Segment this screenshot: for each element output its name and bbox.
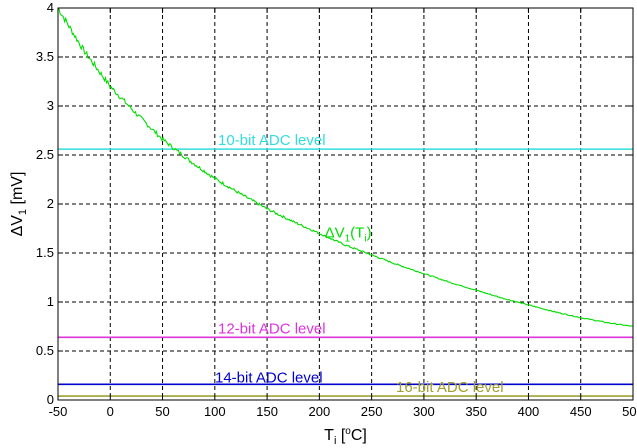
x-tick-label: 200	[309, 404, 331, 419]
x-axis-label: Ti [oC]	[324, 426, 367, 447]
series-line	[57, 7, 634, 327]
adc-level-label: 10-bit ADC level	[218, 132, 326, 149]
y-tick-label: 2	[47, 196, 54, 211]
adc-level-label: 14-bit ADC level	[215, 369, 323, 386]
x-tick-label: 50	[155, 404, 169, 419]
y-axis-label: ΔV1 [mV]	[9, 172, 29, 237]
x-tick-label: -50	[49, 404, 68, 419]
grid	[58, 8, 633, 400]
adc-level-label: 12-bit ADC level	[218, 320, 326, 337]
y-tick-label: 2.5	[36, 147, 54, 162]
x-tick-label: 450	[570, 404, 592, 419]
x-tick-label: 350	[465, 404, 487, 419]
y-tick-label: 0.5	[36, 343, 54, 358]
x-tick-label: 500	[622, 404, 637, 419]
x-tick-label: 150	[256, 404, 278, 419]
annotations: 10-bit ADC level 12-bit ADC level 14-bit A…	[215, 132, 504, 396]
y-tick-label: 4	[47, 0, 54, 15]
y-tick-label: 1.5	[36, 245, 54, 260]
adc-level-label: 16-bit ADC level	[396, 379, 504, 396]
y-tick-label: 3.5	[36, 49, 54, 64]
y-tick-label: 1	[47, 294, 54, 309]
y-tick-label: 3	[47, 98, 54, 113]
x-tick-label: 0	[107, 404, 114, 419]
x-tick-label: 400	[518, 404, 540, 419]
x-tick-label: 100	[204, 404, 226, 419]
x-tick-label: 250	[361, 404, 383, 419]
series-label: ΔV1(Ti)	[325, 224, 372, 244]
tick-labels: -5005010015020025030035040045050000.511.…	[36, 0, 637, 419]
adc-reference-lines	[58, 148, 633, 397]
ticks	[57, 7, 634, 401]
y-tick-label: 0	[47, 392, 54, 407]
data-series	[57, 7, 634, 327]
x-tick-label: 300	[413, 404, 435, 419]
